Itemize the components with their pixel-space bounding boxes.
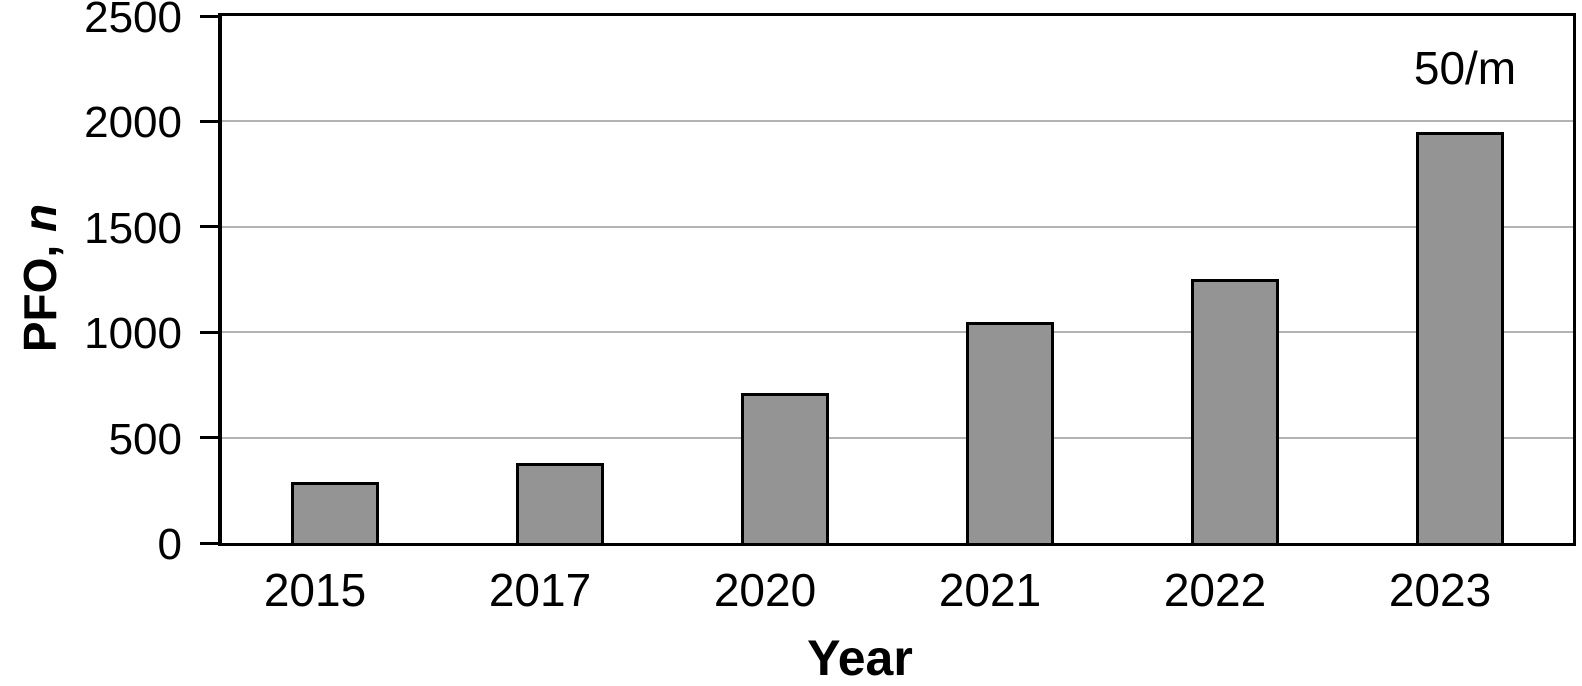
y-tick-500: [200, 436, 218, 439]
y-tick-2500: [200, 15, 218, 18]
y-tick-label-500: 500: [108, 415, 182, 464]
bar-2021: [966, 322, 1054, 543]
x-tick-label-2015: 2015: [263, 564, 367, 616]
y-tick-label-1000: 1000: [84, 309, 182, 358]
x-tick-label-2017: 2017: [488, 564, 592, 616]
y-axis-title-variable: n: [14, 203, 66, 232]
y-tick-1000: [200, 331, 218, 334]
x-tick-label-2020: 2020: [713, 564, 817, 616]
bar-2015: [291, 482, 379, 543]
bar-2023: [1416, 132, 1504, 543]
gridline-1500: [222, 226, 1573, 228]
x-axis-title: Year: [807, 630, 913, 686]
y-tick-1500: [200, 225, 218, 228]
y-tick-0: [200, 542, 218, 545]
gridline-2000: [222, 120, 1573, 122]
plot-area: [218, 13, 1576, 546]
gridline-1000: [222, 331, 1573, 333]
y-tick-label-2500: 2500: [84, 0, 182, 42]
x-tick-label-2021: 2021: [938, 564, 1042, 616]
x-tick-label-2023: 2023: [1388, 564, 1492, 616]
bar-2017: [516, 463, 604, 543]
y-tick-2000: [200, 120, 218, 123]
bar-annotation: 50/m: [1413, 42, 1517, 94]
y-tick-label-0: 0: [157, 520, 182, 569]
gridline-500: [222, 437, 1573, 439]
y-tick-label-1500: 1500: [84, 204, 182, 253]
x-tick-label-2022: 2022: [1163, 564, 1267, 616]
bar-2022: [1191, 279, 1279, 543]
y-axis-title-text: PFO,: [14, 232, 66, 353]
y-axis-title: PFO, n: [12, 78, 68, 478]
y-tick-label-2000: 2000: [84, 98, 182, 147]
bar-2020: [741, 393, 829, 543]
